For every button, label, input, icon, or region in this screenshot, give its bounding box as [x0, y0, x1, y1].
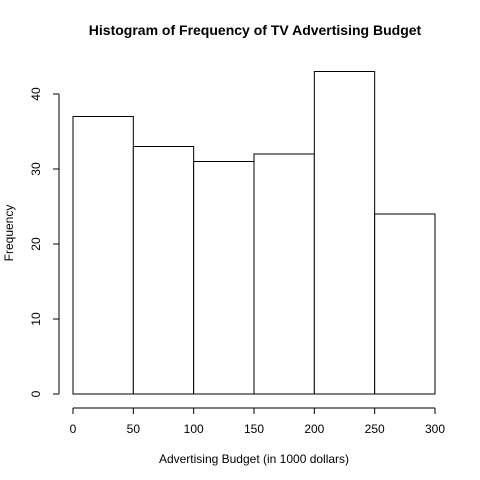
x-tick-label: 300 [425, 422, 445, 436]
histogram-bar-5 [313, 71, 376, 395]
histogram-bar-2 [132, 146, 195, 395]
x-axis: 0 50 100 150 200 250 300 [70, 407, 445, 436]
x-tick-label: 250 [365, 422, 385, 436]
x-tick-label: 150 [244, 422, 264, 436]
bars-group [72, 71, 436, 395]
chart-title: Histogram of Frequency of TV Advertising… [89, 22, 422, 38]
x-axis-label: Advertising Budget (in 1000 dollars) [159, 452, 349, 466]
x-tick-label: 50 [127, 422, 141, 436]
histogram-bar-1 [72, 116, 134, 395]
histogram-bar-3 [193, 161, 255, 395]
x-tick-label: 0 [70, 422, 77, 436]
histogram-bar-6 [374, 213, 436, 395]
histogram-bar-4 [253, 153, 315, 395]
y-axis-label: Frequency [2, 205, 16, 262]
y-tick-label: 10 [29, 312, 43, 326]
x-tick-label: 200 [304, 422, 324, 436]
y-tick-label: 0 [29, 390, 43, 397]
x-tick-label: 100 [184, 422, 204, 436]
y-axis: 0 10 20 30 40 [29, 87, 60, 397]
y-tick-label: 40 [29, 87, 43, 101]
y-tick-label: 20 [29, 237, 43, 251]
y-tick-label: 30 [29, 162, 43, 176]
